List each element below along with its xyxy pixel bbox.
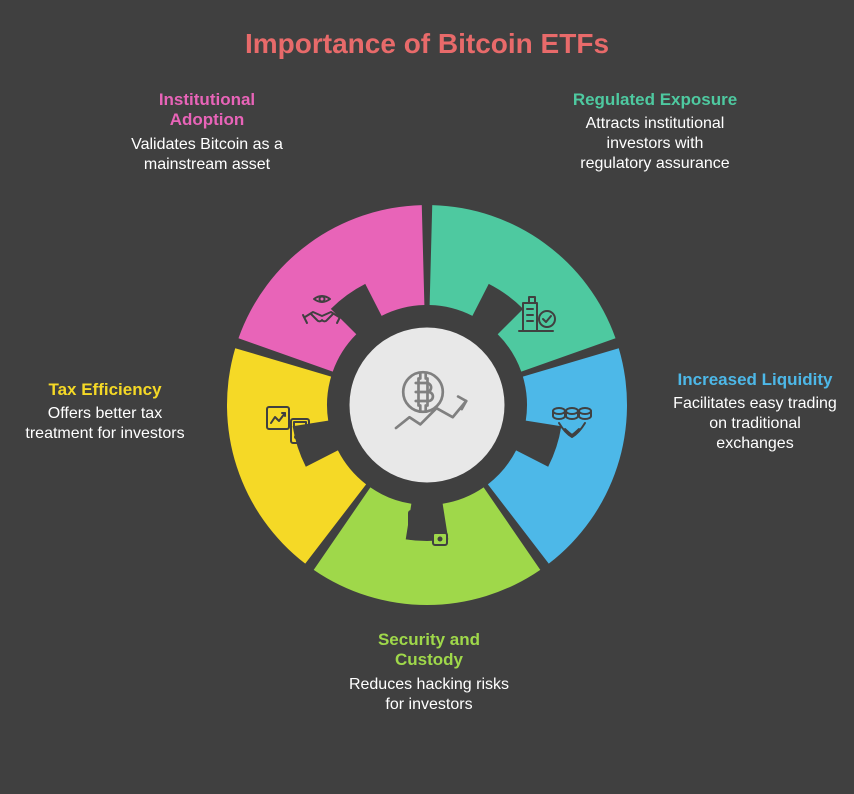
label-regulated: Regulated Exposure Attracts institutiona…	[570, 90, 740, 174]
vault-lock-icon	[403, 503, 453, 553]
label-title: Tax Efficiency	[20, 380, 190, 400]
bitcoin-chart-icon	[382, 360, 472, 450]
building-check-icon	[511, 289, 561, 339]
label-desc: Attracts institutional investors with re…	[570, 114, 740, 174]
label-tax: Tax Efficiency Offers better tax treatme…	[20, 380, 190, 444]
label-institutional: Institutional Adoption Validates Bitcoin…	[122, 90, 292, 175]
label-title: Security and Custody	[344, 630, 514, 671]
label-desc: Facilitates easy trading on traditional …	[670, 394, 840, 454]
chart-calculator-icon	[263, 399, 313, 449]
handshake-eye-icon	[297, 287, 347, 337]
center-circle	[350, 328, 505, 483]
page-title: Importance of Bitcoin ETFs	[0, 0, 854, 60]
label-title: Regulated Exposure	[570, 90, 740, 110]
coins-flow-icon	[547, 399, 597, 449]
label-security: Security and Custody Reduces hacking ris…	[344, 630, 514, 715]
wheel	[227, 205, 627, 605]
label-title: Institutional Adoption	[122, 90, 292, 131]
label-desc: Reduces hacking risks for investors	[344, 675, 514, 715]
label-desc: Offers better tax treatment for investor…	[20, 404, 190, 444]
label-liquidity: Increased Liquidity Facilitates easy tra…	[670, 370, 840, 454]
label-title: Increased Liquidity	[670, 370, 840, 390]
label-desc: Validates Bitcoin as a mainstream asset	[122, 135, 292, 175]
